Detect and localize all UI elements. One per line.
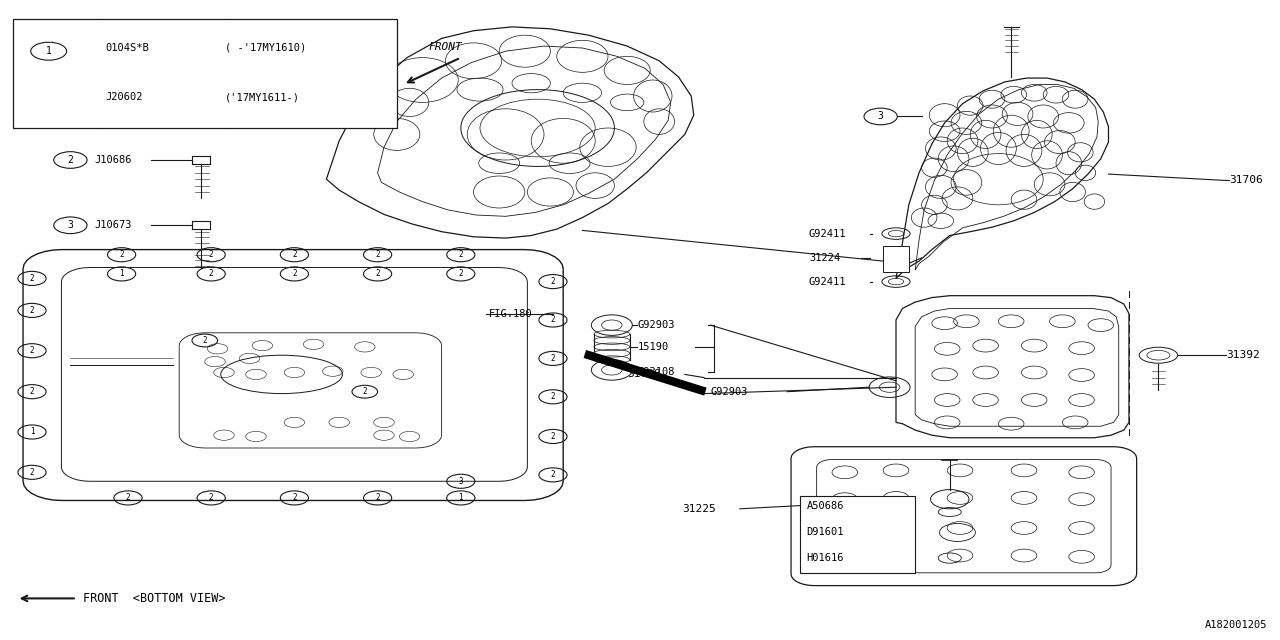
- Text: 2: 2: [458, 269, 463, 278]
- Text: 2: 2: [550, 277, 556, 286]
- Text: J10686: J10686: [95, 155, 132, 165]
- Text: 2: 2: [29, 387, 35, 396]
- Text: 2: 2: [550, 354, 556, 363]
- Text: G93108: G93108: [637, 367, 675, 378]
- Text: 15190: 15190: [637, 342, 668, 352]
- Text: 2: 2: [209, 250, 214, 259]
- Text: 3: 3: [68, 220, 73, 230]
- Text: 2: 2: [68, 155, 73, 165]
- Text: FRONT  <BOTTOM VIEW>: FRONT <BOTTOM VIEW>: [83, 592, 225, 605]
- Text: H01616: H01616: [806, 553, 844, 563]
- Text: G92903: G92903: [637, 320, 675, 330]
- Text: ('17MY1611-): ('17MY1611-): [225, 92, 301, 102]
- Text: FRONT: FRONT: [429, 42, 462, 52]
- Text: 2: 2: [375, 250, 380, 259]
- Text: 3: 3: [878, 111, 883, 122]
- FancyBboxPatch shape: [883, 246, 909, 272]
- Text: 2: 2: [209, 269, 214, 278]
- Text: 2: 2: [292, 269, 297, 278]
- Text: 1: 1: [46, 46, 51, 56]
- Text: 31392: 31392: [1226, 350, 1260, 360]
- Text: G92903: G92903: [710, 387, 748, 397]
- Text: 2: 2: [202, 336, 207, 345]
- Text: 31225: 31225: [682, 504, 716, 514]
- Text: 31706: 31706: [1229, 175, 1262, 186]
- Text: 1: 1: [119, 269, 124, 278]
- Text: 2: 2: [292, 250, 297, 259]
- Text: A182001205: A182001205: [1204, 620, 1267, 630]
- Text: 2: 2: [375, 269, 380, 278]
- Text: 2: 2: [29, 274, 35, 283]
- Text: 2: 2: [550, 392, 556, 401]
- Text: 1: 1: [29, 428, 35, 436]
- Text: G92411: G92411: [809, 228, 846, 239]
- Text: J10673: J10673: [95, 220, 132, 230]
- Text: 3: 3: [458, 477, 463, 486]
- Text: 2: 2: [209, 493, 214, 502]
- Text: 2: 2: [29, 346, 35, 355]
- Text: 2: 2: [458, 250, 463, 259]
- Text: 2: 2: [29, 306, 35, 315]
- Text: G92411: G92411: [809, 276, 846, 287]
- FancyBboxPatch shape: [13, 19, 397, 128]
- Text: 2: 2: [29, 468, 35, 477]
- Text: 1: 1: [458, 493, 463, 502]
- Text: J20602: J20602: [105, 92, 142, 102]
- Text: FIG.180: FIG.180: [489, 308, 532, 319]
- Text: 0104S*B: 0104S*B: [105, 43, 148, 53]
- FancyBboxPatch shape: [800, 496, 915, 573]
- Text: 2: 2: [362, 387, 367, 396]
- Text: 2: 2: [550, 316, 556, 324]
- Text: 2: 2: [375, 493, 380, 502]
- Text: 2: 2: [550, 432, 556, 441]
- Text: D91601: D91601: [806, 527, 844, 538]
- Text: 2: 2: [125, 493, 131, 502]
- Text: 2: 2: [119, 250, 124, 259]
- Text: 31728: 31728: [627, 369, 660, 380]
- Text: ( -'17MY1610): ( -'17MY1610): [225, 43, 306, 53]
- Text: 31224: 31224: [809, 253, 840, 263]
- Text: 2: 2: [292, 493, 297, 502]
- Text: A50686: A50686: [806, 500, 844, 511]
- Text: 2: 2: [550, 470, 556, 479]
